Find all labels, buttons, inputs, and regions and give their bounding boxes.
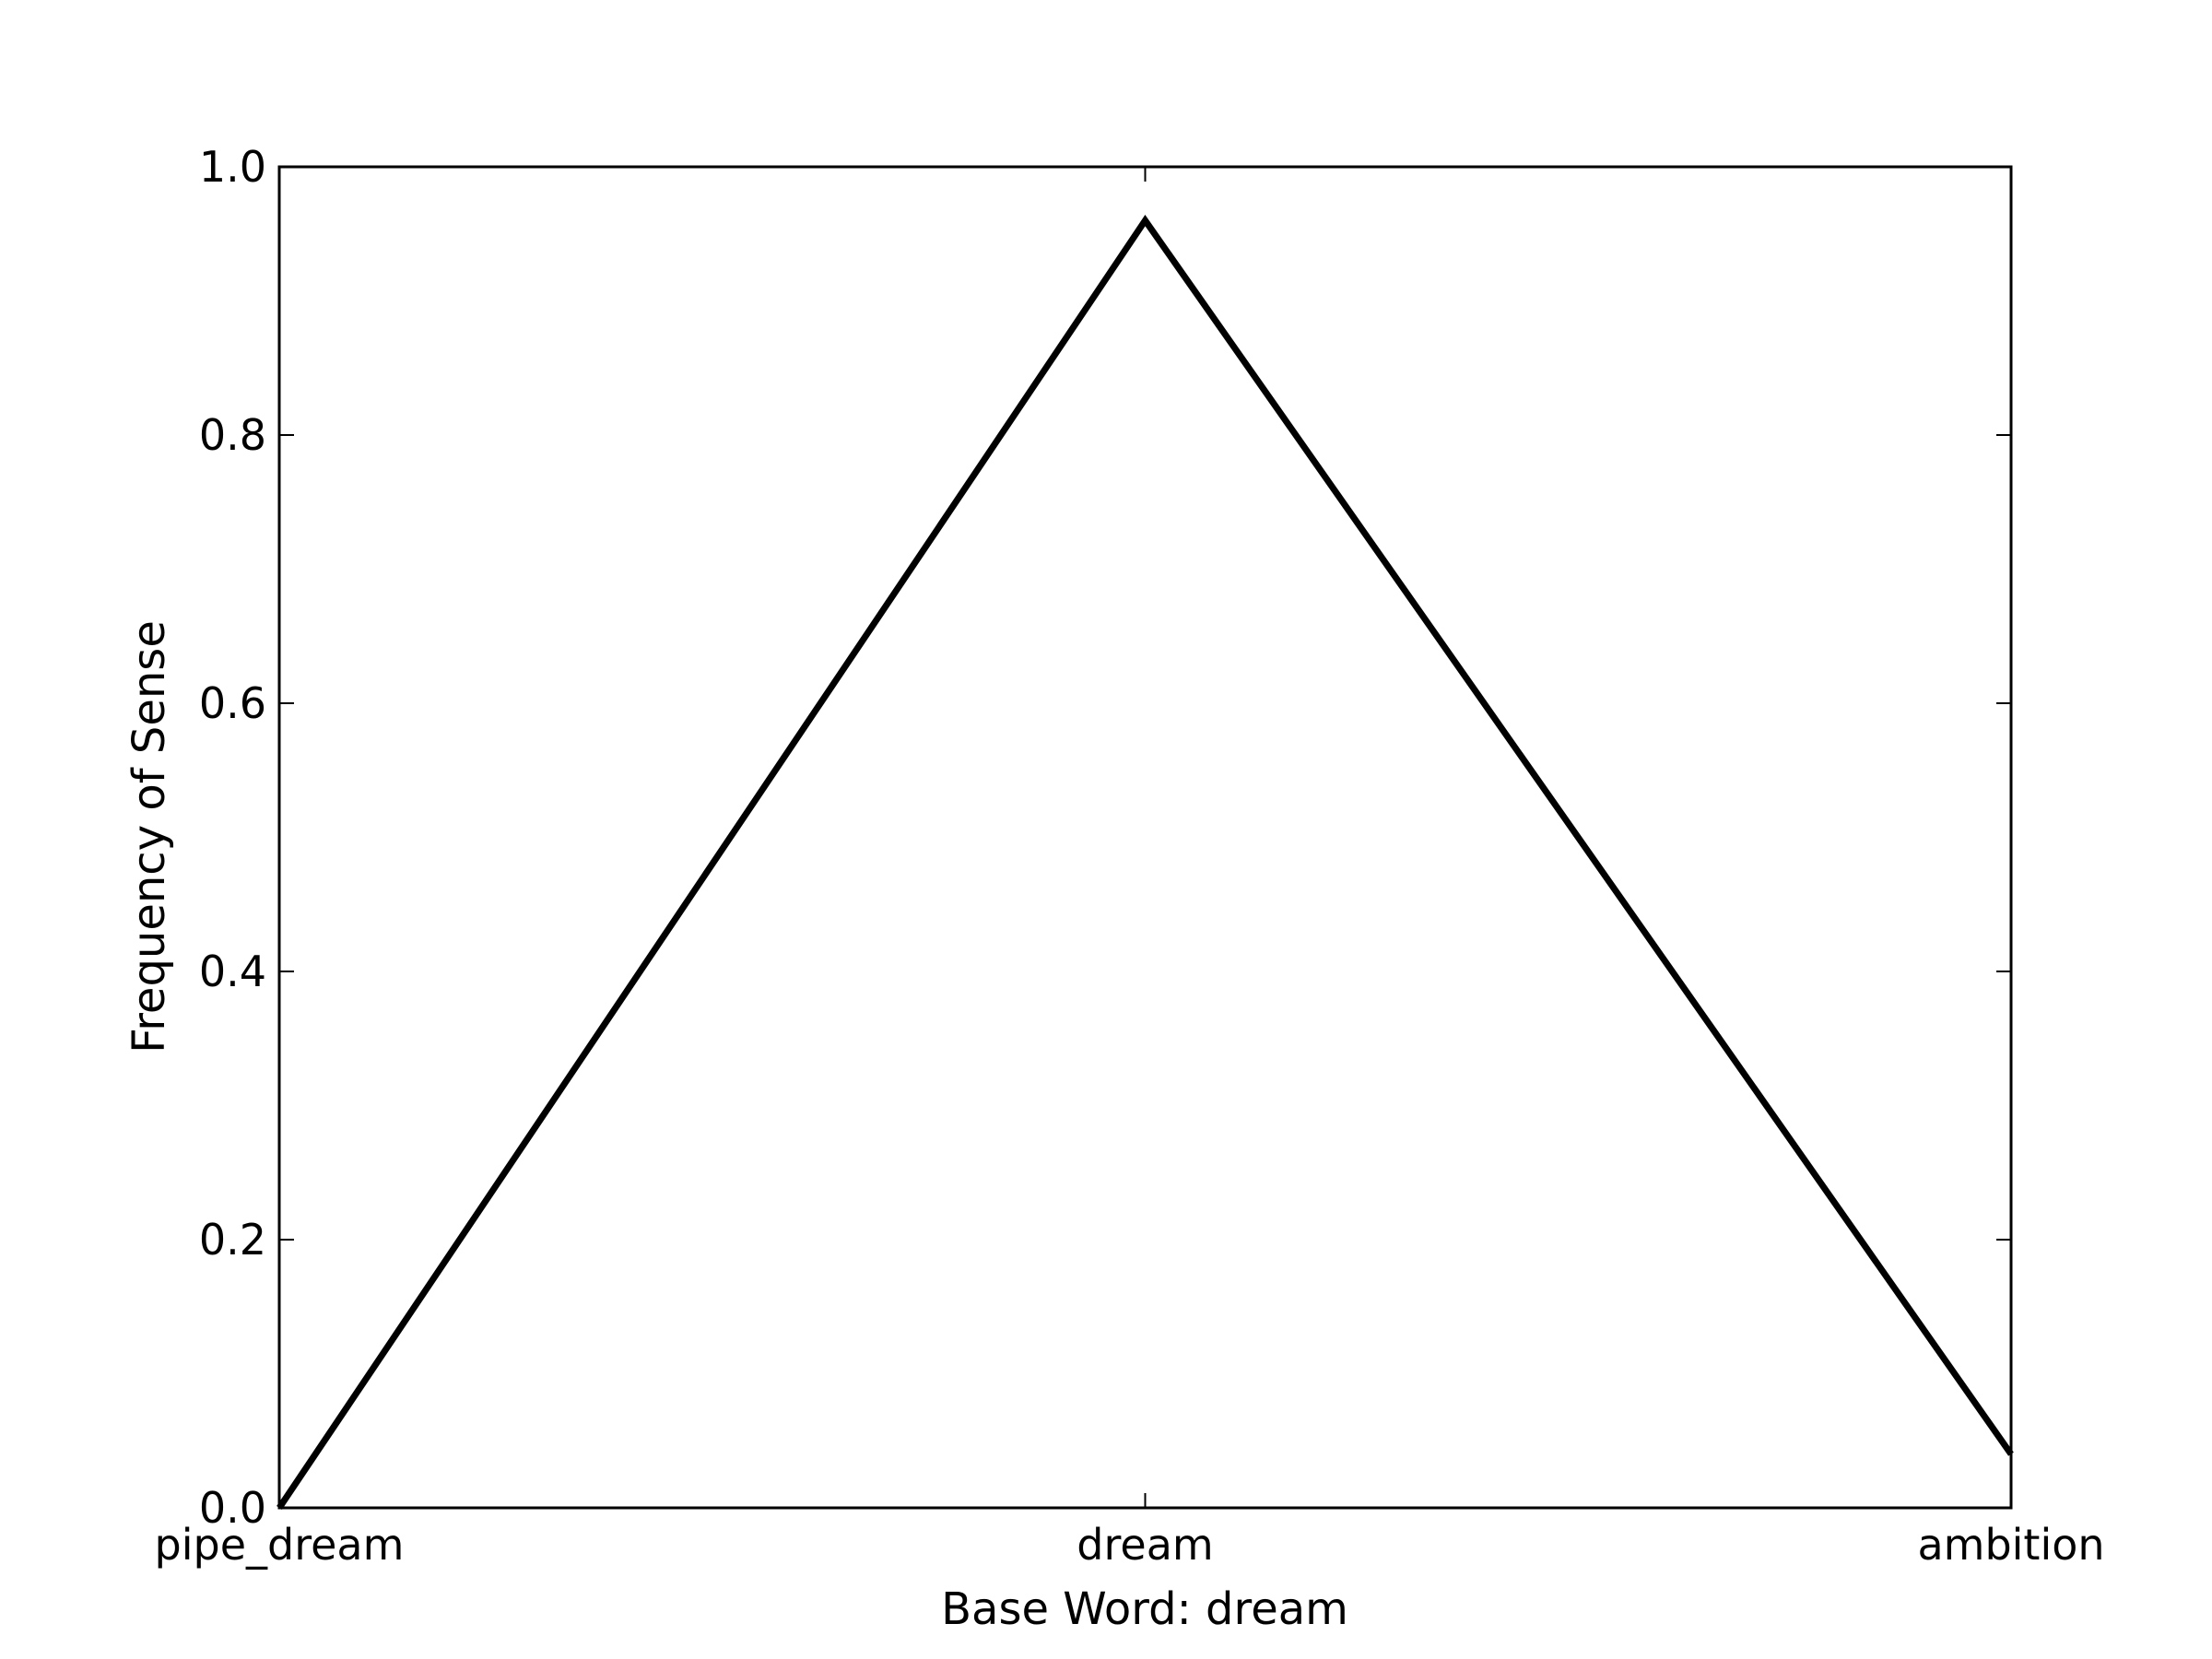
y-axis-ticks: 0.0 0.2 0.4 0.6 0.8 1.0 [199,142,2011,1533]
y-tick-label: 0.4 [199,947,266,996]
series-layer [276,215,2014,1510]
plot-area [277,165,2013,1510]
y-tick-label: 0.0 [199,1483,266,1533]
y-tick-label: 0.2 [199,1215,266,1265]
y-tick-label: 1.0 [199,142,266,192]
x-tick-label: dream [1077,1520,1213,1570]
y-axis-label: Frequency of Sense [124,620,175,1053]
x-axis-ticks: pipe_dream dream ambition [155,167,2105,1570]
y-tick-label: 0.8 [199,410,266,460]
x-axis-label: Base Word: dream [941,1583,1348,1635]
x-tick-label: ambition [1917,1520,2104,1570]
x-tick-label: pipe_dream [155,1520,405,1570]
y-tick-label: 0.6 [199,678,266,728]
